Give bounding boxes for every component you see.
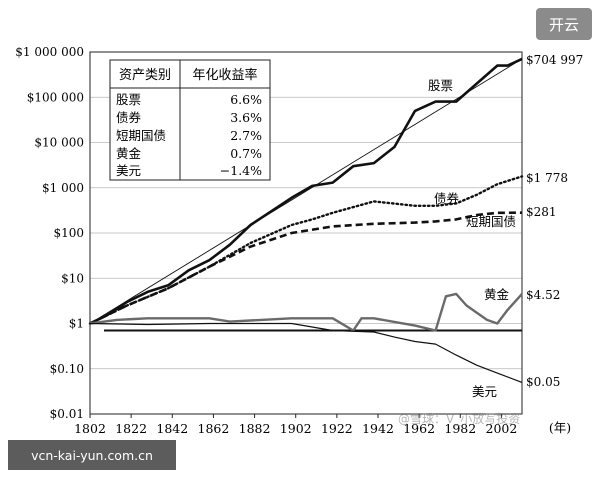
series-line xyxy=(89,292,523,332)
series-name-label: 股票 xyxy=(428,78,453,93)
return-table: 资产类别 年化收益率 股票 6.6% 债券 3.6% 短期国债 2.7% 黄金 … xyxy=(109,59,271,181)
y-tick-label: $100 000 xyxy=(27,90,84,104)
y-tick-label: $1 000 000 xyxy=(15,45,84,59)
series-end-label: $281 xyxy=(526,205,557,219)
table-row-asset: 美元 xyxy=(116,163,141,178)
table-row-return: −1.4% xyxy=(220,163,262,178)
source-label: vcn-kai-yun.com.cn xyxy=(8,440,176,470)
x-tick-label: 1822 xyxy=(115,421,147,436)
table-header-asset: 资产类别 xyxy=(119,68,171,83)
x-tick-label: 1882 xyxy=(239,421,271,436)
y-tick-label: $0.01 xyxy=(50,407,84,421)
table-row-return: 2.7% xyxy=(230,128,262,143)
y-tick-label: $10 xyxy=(61,271,84,285)
table-row-return: 3.6% xyxy=(230,110,262,125)
series-line xyxy=(89,57,523,325)
series-name-label: 美元 xyxy=(472,384,497,399)
series-end-label: $4.52 xyxy=(526,288,560,302)
x-tick-label: 1962 xyxy=(403,421,435,436)
series-line xyxy=(89,322,523,383)
plot-frame xyxy=(89,51,523,415)
watermark: @雪球：V_小放写投资 xyxy=(398,412,521,426)
brand-badge: 开云 xyxy=(536,8,592,40)
x-tick-label: 1862 xyxy=(198,421,230,436)
series-end-label: $0.05 xyxy=(526,375,560,389)
table-row-asset: 债券 xyxy=(116,110,142,125)
series-labels: 股票 $704 997 债券 $1 778 短期国债 $281 黄金 $4.52 美元 $0.05 xyxy=(428,53,583,399)
series-lines xyxy=(88,57,524,383)
y-tick-label: $10 000 xyxy=(34,136,84,150)
x-tick-label: 2002 xyxy=(486,421,518,436)
table-row-asset: 黄金 xyxy=(116,146,142,161)
table-row-asset: 股票 xyxy=(116,92,141,107)
table-header-return: 年化收益率 xyxy=(192,67,257,83)
x-axis: 1802 1822 1842 1862 1882 1902 1922 1942 1962 1982… xyxy=(74,414,517,436)
series-name-label: 短期国债 xyxy=(466,214,516,229)
y-tick-label: $100 xyxy=(53,226,84,240)
x-tick-label: 1902 xyxy=(280,421,312,436)
table-row-return: 6.6% xyxy=(230,92,262,107)
series-end-label: $1 778 xyxy=(526,171,568,185)
x-tick-label: 1942 xyxy=(362,421,394,436)
x-tick-label: 1802 xyxy=(74,421,106,436)
x-tick-label: 1922 xyxy=(321,421,353,436)
series-name-label: 债券 xyxy=(434,191,460,206)
x-axis-unit: (年) xyxy=(549,420,571,435)
y-tick-label: $1 xyxy=(69,317,84,331)
series-end-label: $704 997 xyxy=(526,53,583,67)
x-tick-label: 1982 xyxy=(444,421,476,436)
table-row-return: 0.7% xyxy=(230,146,262,161)
series-name-label: 黄金 xyxy=(484,287,510,302)
x-tick-label: 1842 xyxy=(156,421,188,436)
y-tick-label: $1 000 xyxy=(42,181,84,195)
y-tick-label: $0.10 xyxy=(50,362,84,376)
series-line xyxy=(89,211,523,325)
series-line xyxy=(89,58,523,324)
table-row-asset: 短期国债 xyxy=(116,128,166,143)
